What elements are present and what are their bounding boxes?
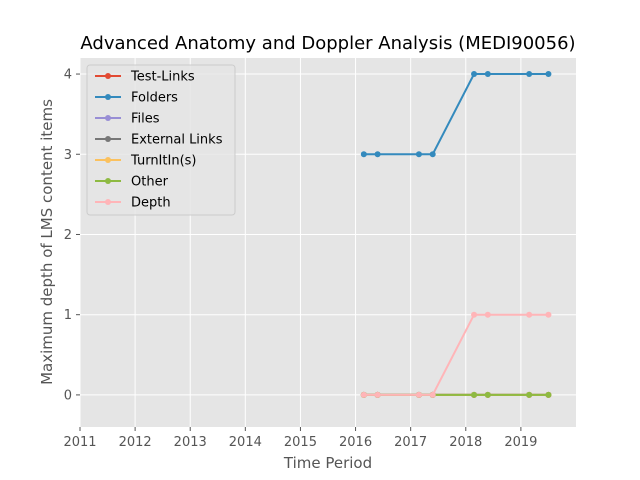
- x-tick-label: 2012: [119, 435, 152, 450]
- tick-labels: 2011 2012 2013 2014 2015 2016 2017 2018 2019 0 1 2 3…: [63, 68, 537, 450]
- x-tick-label: 2013: [174, 435, 207, 450]
- data-point-folders: [545, 71, 552, 78]
- data-point-folders: [415, 151, 422, 158]
- data-point-depth: [545, 311, 552, 318]
- legend-label: Other: [131, 175, 169, 190]
- series-layer: [360, 71, 552, 398]
- x-tick-label: 2011: [63, 435, 96, 450]
- legend-label: Test-Links: [130, 70, 195, 85]
- legend-item-depth: Depth: [95, 196, 171, 211]
- data-point-folders: [471, 71, 478, 78]
- data-point-other: [545, 391, 552, 398]
- legend-item-folders: Folders: [95, 91, 178, 106]
- x-tick-label: 2016: [339, 435, 372, 450]
- data-point-folders: [484, 71, 491, 78]
- data-point-other: [526, 391, 533, 398]
- data-point-depth: [429, 391, 436, 398]
- legend-marker: [105, 157, 111, 163]
- legend-marker: [105, 73, 111, 79]
- data-point-depth: [526, 311, 533, 318]
- y-tick-label: 4: [64, 68, 72, 83]
- legend-label: External Links: [131, 133, 223, 148]
- data-point-depth: [360, 391, 367, 398]
- data-point-depth: [484, 311, 491, 318]
- legend-marker: [105, 199, 111, 205]
- series-folders: [360, 71, 552, 158]
- legend: Test-Links Folders Files External Links Turn…: [86, 64, 236, 216]
- legend-item-external-links: External Links: [95, 133, 223, 148]
- legend-label: Depth: [131, 196, 171, 211]
- x-axis-label: Time Period: [283, 454, 372, 472]
- data-point-depth: [471, 311, 478, 318]
- x-tick-label: 2015: [284, 435, 317, 450]
- series-line-depth: [363, 313, 549, 396]
- data-point-folders: [429, 151, 436, 158]
- y-tick-label: 2: [64, 228, 72, 243]
- legend-marker: [105, 115, 111, 121]
- x-tick-label: 2018: [449, 435, 482, 450]
- legend-marker: [105, 178, 111, 184]
- data-point-depth: [415, 391, 422, 398]
- data-point-depth: [374, 391, 381, 398]
- legend-item-other: Other: [95, 175, 169, 190]
- data-point-folders: [360, 151, 367, 158]
- series-line-folders: [363, 73, 549, 156]
- legend-item-turnitin-s: TurnItIn(s): [95, 154, 196, 169]
- y-axis-label: Maximum depth of LMS content items: [38, 99, 56, 385]
- y-tick-label: 0: [64, 388, 72, 403]
- legend-label: Folders: [131, 91, 178, 106]
- series-depth: [360, 311, 552, 398]
- chart-title: Advanced Anatomy and Doppler Analysis (M…: [80, 33, 575, 54]
- data-point-folders: [374, 151, 381, 158]
- data-point-folders: [526, 71, 533, 78]
- legend-label: TurnItIn(s): [130, 154, 196, 169]
- legend-label: Files: [131, 112, 160, 127]
- x-tick-label: 2017: [394, 435, 427, 450]
- legend-item-files: Files: [95, 112, 160, 127]
- legend-marker: [105, 94, 111, 100]
- x-tick-label: 2019: [504, 435, 537, 450]
- legend-box: [86, 64, 236, 216]
- y-tick-label: 3: [64, 148, 72, 163]
- x-tick-label: 2014: [229, 435, 262, 450]
- legend-item-test-links: Test-Links: [95, 70, 195, 85]
- data-point-other: [484, 391, 491, 398]
- data-point-other: [471, 391, 478, 398]
- y-tick-label: 1: [64, 308, 72, 323]
- legend-marker: [105, 136, 111, 142]
